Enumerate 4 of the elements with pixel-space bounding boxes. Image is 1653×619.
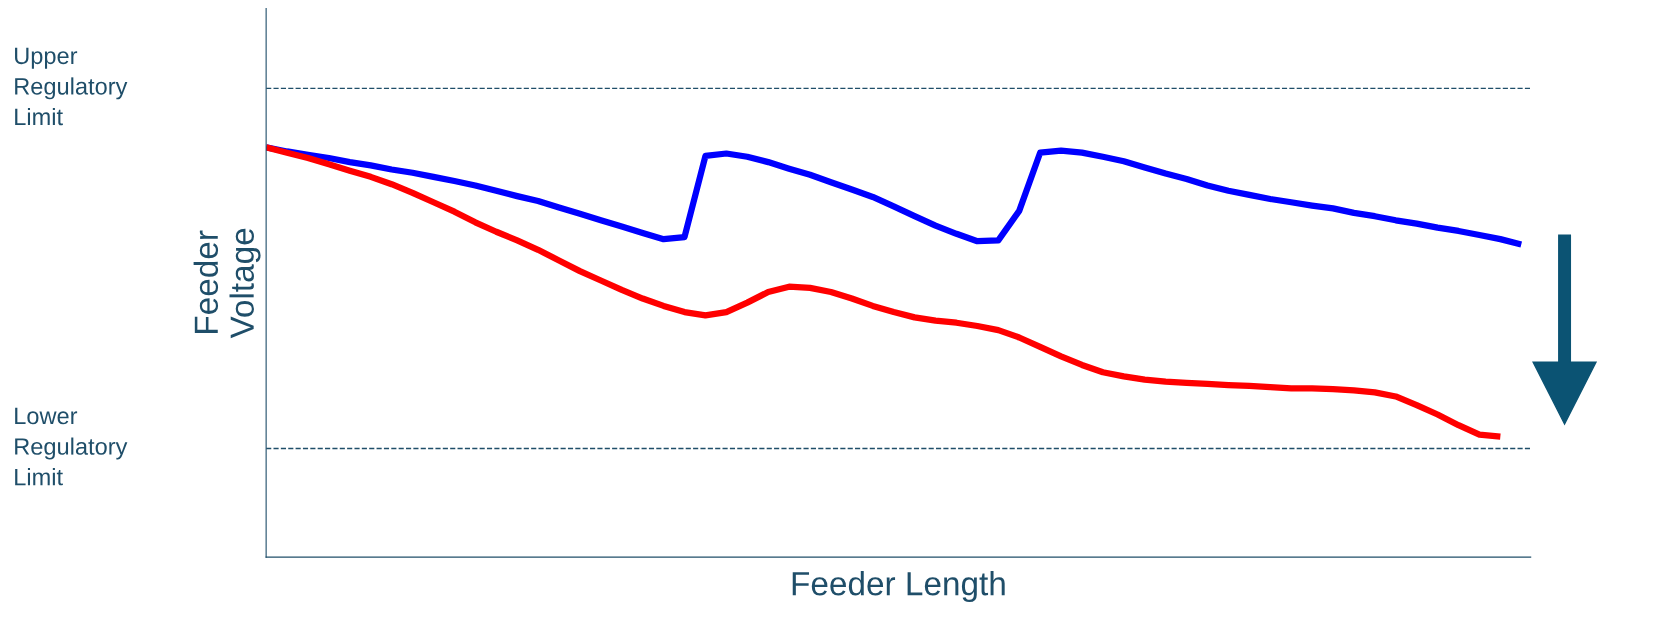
ref-line-label: Lower Regulatory Limit [15,407,128,486]
ref-line-label: Upper Regulatory Limit [15,47,128,126]
x-axis-title: Feeder Length [792,570,1005,603]
y-axis-title: Feeder Voltage [193,228,261,339]
